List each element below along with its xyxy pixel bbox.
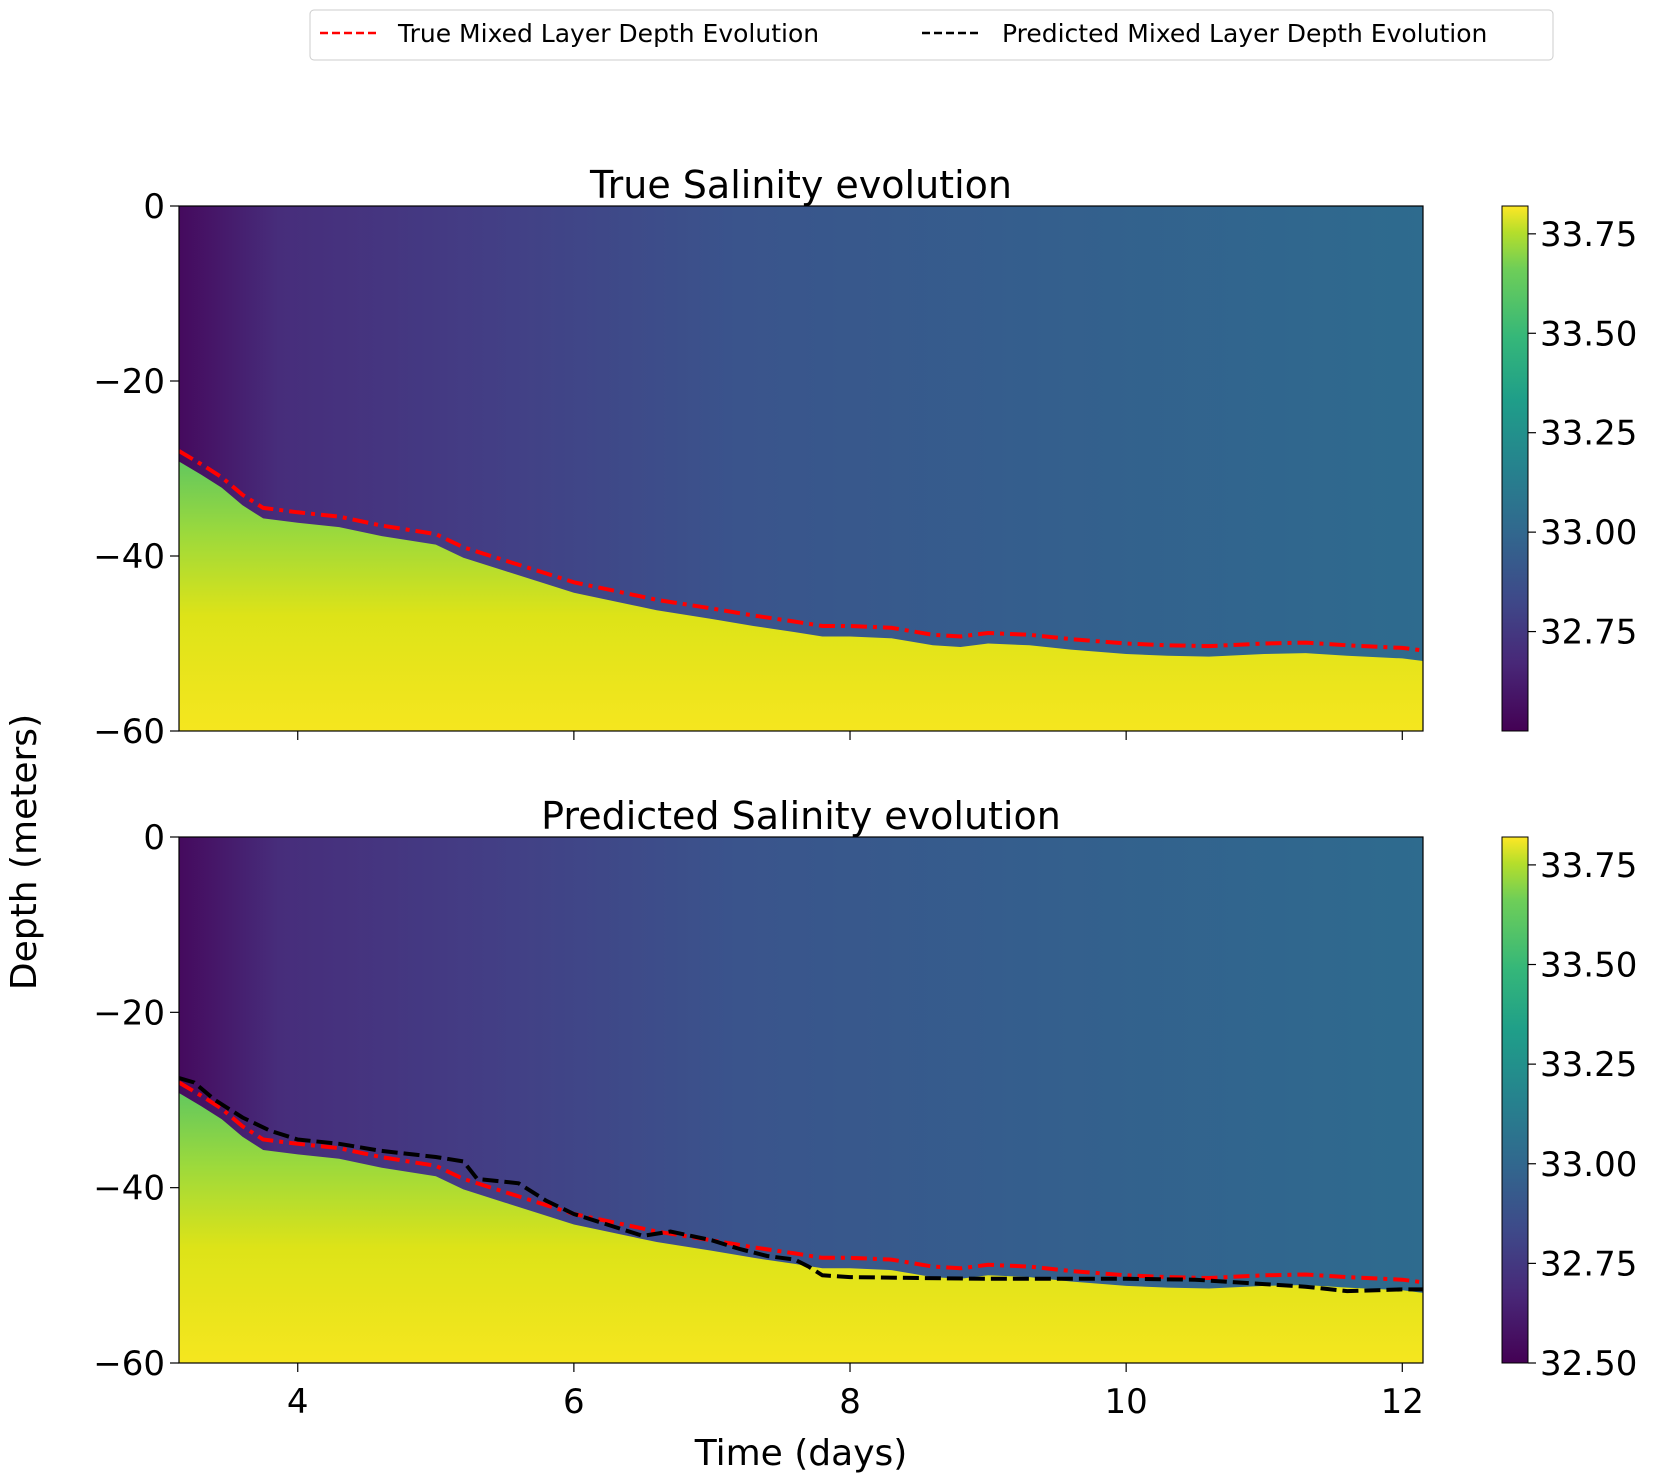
x-tick-label: 4	[287, 1382, 309, 1422]
panel-true-xticks	[297, 731, 1403, 740]
legend-pred-label: Predicted Mixed Layer Depth Evolution	[1002, 19, 1487, 48]
colorbar-tick-label: 33.75	[1540, 215, 1637, 255]
panel-true-yticks: 0 −20 −40 −60	[93, 187, 179, 752]
y-tick-label: −60	[93, 712, 165, 752]
y-axis-label: Depth (meters)	[4, 714, 45, 990]
legend-true-label: True Mixed Layer Depth Evolution	[397, 19, 819, 48]
panel-predicted-frame	[178, 836, 1424, 1364]
predicted-mld-line	[179, 1076, 1423, 1294]
colorbar-tick-label: 32.75	[1540, 1244, 1637, 1284]
y-tick-label: 0	[143, 818, 165, 858]
x-axis-label: Time (days)	[694, 1433, 908, 1474]
colorbar-tick-label: 33.25	[1540, 1045, 1637, 1085]
colorbar-tick-label: 33.25	[1540, 414, 1637, 454]
y-tick-label: 0	[143, 187, 165, 227]
x-tick-label: 8	[839, 1382, 861, 1422]
panel-predicted-xticks: 4 6 8 10 12	[287, 1363, 1424, 1422]
panel-true-title: True Salinity evolution	[589, 163, 1012, 207]
x-tick-label: 6	[563, 1382, 585, 1422]
heatmap-surface-layer	[179, 206, 1423, 661]
legend: True Mixed Layer Depth Evolution Predict…	[309, 9, 1554, 61]
colorbar-tick-label: 33.75	[1540, 846, 1637, 886]
colorbar-tick-label: 33.00	[1540, 1145, 1637, 1185]
colorbar-predicted	[1501, 836, 1529, 1364]
y-tick-label: −20	[93, 362, 165, 402]
y-tick-label: −40	[93, 1169, 165, 1209]
x-tick-label: 12	[1381, 1382, 1424, 1422]
colorbar-tick-label: 33.00	[1540, 513, 1637, 553]
panel-true: True Salinity evolution 0 −20 −40 −60 32.75…	[93, 163, 1637, 752]
panel-predicted-yticks: 0 −20 −40 −60	[93, 818, 179, 1384]
y-tick-label: −40	[93, 537, 165, 577]
colorbar-true-ticks: 32.75 33.00 33.25 33.50 33.75	[1528, 215, 1637, 653]
colorbar-predicted-ticks: 32.50 32.75 33.00 33.25 33.50 33.75	[1528, 846, 1637, 1384]
colorbar-tick-label: 33.50	[1540, 946, 1637, 986]
x-tick-label: 10	[1105, 1382, 1148, 1422]
colorbar-tick-label: 33.50	[1540, 314, 1637, 354]
legend-frame	[309, 9, 1554, 61]
colorbar-true	[1501, 205, 1529, 732]
heatmap-predicted	[179, 837, 1423, 1363]
panel-predicted: Predicted Salinity evolution 0−20−40−60 …	[93, 794, 1637, 1422]
panel-true-frame	[178, 205, 1424, 732]
panel-predicted-title: Predicted Salinity evolution	[541, 794, 1061, 838]
colorbar-tick-label: 32.50	[1540, 1344, 1637, 1384]
y-tick-label: −20	[93, 993, 165, 1033]
colorbar-tick-label: 32.75	[1540, 613, 1637, 653]
y-tick-label: −60	[93, 1344, 165, 1384]
heatmap-true	[179, 206, 1423, 731]
